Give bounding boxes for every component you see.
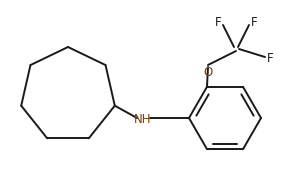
Text: NH: NH [134,113,152,126]
Text: F: F [215,15,221,28]
Text: F: F [251,15,257,28]
Text: F: F [267,52,273,65]
Text: O: O [203,65,212,78]
